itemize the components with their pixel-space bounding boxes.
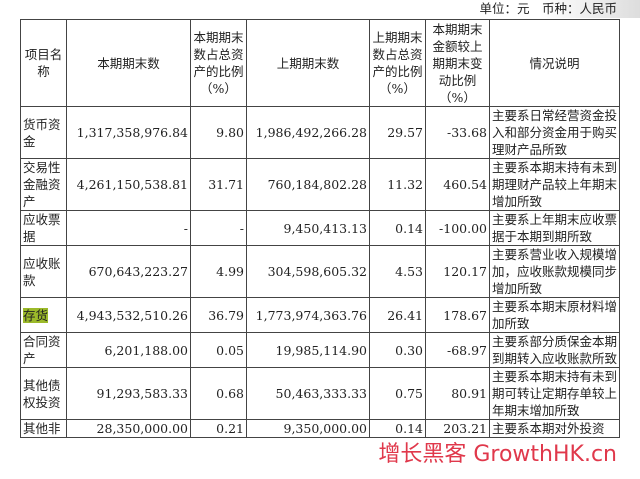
change-pct: -100.00 xyxy=(425,210,490,246)
description: 主要系日常经营资金投入和部分资金用于购买理财产品所致 xyxy=(489,106,620,159)
highlighted-text: 存货 xyxy=(23,307,49,323)
header-change-pct: 本期期末金额较上期期末变动比例（%） xyxy=(425,19,490,107)
prev-pct: 26.41 xyxy=(369,297,426,333)
balance-sheet-table: 项目名称 本期期末数 本期期末数占总资产的比例（%） 上期期末数 上期期末数占总… xyxy=(20,19,620,438)
prev-amount: 760,184,802.28 xyxy=(246,158,370,211)
unit-currency-label: 单位：元 币种：人民币 xyxy=(479,1,617,16)
description: 主要系上年期末应收票据于本期到期所致 xyxy=(489,210,620,246)
watermark: 增长黑客 GrowthHK.cn xyxy=(378,442,617,467)
table-row: 应收账款 670,643,223.27 4.99 304,598,605.32 4.53… xyxy=(20,245,620,298)
header-prev-pct: 上期期末数占总资产的比例（%） xyxy=(369,19,426,107)
prev-pct: 0.75 xyxy=(369,367,426,420)
current-pct: 4.99 xyxy=(190,245,247,298)
header-item-name: 项目名称 xyxy=(20,19,67,107)
change-pct: 178.67 xyxy=(425,297,490,333)
prev-pct: 0.30 xyxy=(369,332,426,368)
page-shadow xyxy=(540,0,640,18)
prev-amount: 50,463,333.33 xyxy=(246,367,370,420)
table-row: 存货 4,943,532,510.26 36.79 1,773,974,363.76 2… xyxy=(20,297,620,333)
current-amount: 91,293,583.33 xyxy=(66,367,191,420)
prev-amount: 9,350,000.00 xyxy=(246,419,370,438)
header-current-pct: 本期期末数占总资产的比例（%） xyxy=(190,19,247,107)
row-name: 其他非 xyxy=(20,419,67,438)
current-pct: 0.05 xyxy=(190,332,247,368)
table-row: 货币资金 1,317,358,976.84 9.80 1,986,492,266.28… xyxy=(20,106,620,159)
prev-pct: 11.32 xyxy=(369,158,426,211)
change-pct: 203.21 xyxy=(425,419,490,438)
current-pct: 36.79 xyxy=(190,297,247,333)
prev-pct: 0.14 xyxy=(369,419,426,438)
current-amount: 1,317,358,976.84 xyxy=(66,106,191,159)
row-name: 应收票据 xyxy=(20,210,67,246)
current-amount: 4,943,532,510.26 xyxy=(66,297,191,333)
row-name: 存货 xyxy=(20,297,67,333)
prev-pct: 4.53 xyxy=(369,245,426,298)
description: 主要系本期末持有未到期理财产品较上年期末增加所致 xyxy=(489,158,620,211)
prev-amount: 9,450,413.13 xyxy=(246,210,370,246)
current-pct: - xyxy=(190,210,247,246)
header-current-amount: 本期期末数 xyxy=(66,19,191,107)
prev-amount: 1,986,492,266.28 xyxy=(246,106,370,159)
prev-amount: 304,598,605.32 xyxy=(246,245,370,298)
description: 主要系营业收入规模增加，应收账款规模同步增加所致 xyxy=(489,245,620,298)
row-name: 应收账款 xyxy=(20,245,67,298)
description: 主要系本期末持有未到期可转让定期存单较上年期末增加所致 xyxy=(489,367,620,420)
header-description: 情况说明 xyxy=(489,19,620,107)
change-pct: 120.17 xyxy=(425,245,490,298)
table-row: 交易性金融资产 4,261,150,538.81 31.71 760,184,802.… xyxy=(20,158,620,211)
row-name: 合同资产 xyxy=(20,332,67,368)
table-row: 其他债权投资 91,293,583.33 0.68 50,463,333.33 0.75… xyxy=(20,367,620,420)
header-prev-amount: 上期期末数 xyxy=(246,19,370,107)
current-pct: 0.68 xyxy=(190,367,247,420)
description: 主要系部分质保金本期到期转入应收账款所致 xyxy=(489,332,620,368)
current-amount: - xyxy=(66,210,191,246)
current-pct: 9.80 xyxy=(190,106,247,159)
change-pct: 80.91 xyxy=(425,367,490,420)
description: 主要系本期对外投资 xyxy=(489,419,620,438)
current-amount: 670,643,223.27 xyxy=(66,245,191,298)
change-pct: -33.68 xyxy=(425,106,490,159)
current-pct: 0.21 xyxy=(190,419,247,438)
current-pct: 31.71 xyxy=(190,158,247,211)
table-header-row: 项目名称 本期期末数 本期期末数占总资产的比例（%） 上期期末数 上期期末数占总… xyxy=(20,19,620,107)
table-row: 合同资产 6,201,188.00 0.05 19,985,114.90 0.30 -68… xyxy=(20,332,620,368)
current-amount: 28,350,000.00 xyxy=(66,419,191,438)
table-row: 其他非 28,350,000.00 0.21 9,350,000.00 0.14 203.… xyxy=(20,419,620,438)
prev-amount: 1,773,974,363.76 xyxy=(246,297,370,333)
current-amount: 4,261,150,538.81 xyxy=(66,158,191,211)
change-pct: 460.54 xyxy=(425,158,490,211)
prev-pct: 29.57 xyxy=(369,106,426,159)
table-row: 应收票据 - -9,450,413.13 0.14 -100.00 主要系上年期末应收票据… xyxy=(20,210,620,246)
change-pct: -68.97 xyxy=(425,332,490,368)
description: 主要系本期末原材料增加所致 xyxy=(489,297,620,333)
prev-amount: 19,985,114.90 xyxy=(246,332,370,368)
current-amount: 6,201,188.00 xyxy=(66,332,191,368)
row-name: 货币资金 xyxy=(20,106,67,159)
row-name: 其他债权投资 xyxy=(20,367,67,420)
prev-pct: 0.14 xyxy=(369,210,426,246)
row-name: 交易性金融资产 xyxy=(20,158,67,211)
